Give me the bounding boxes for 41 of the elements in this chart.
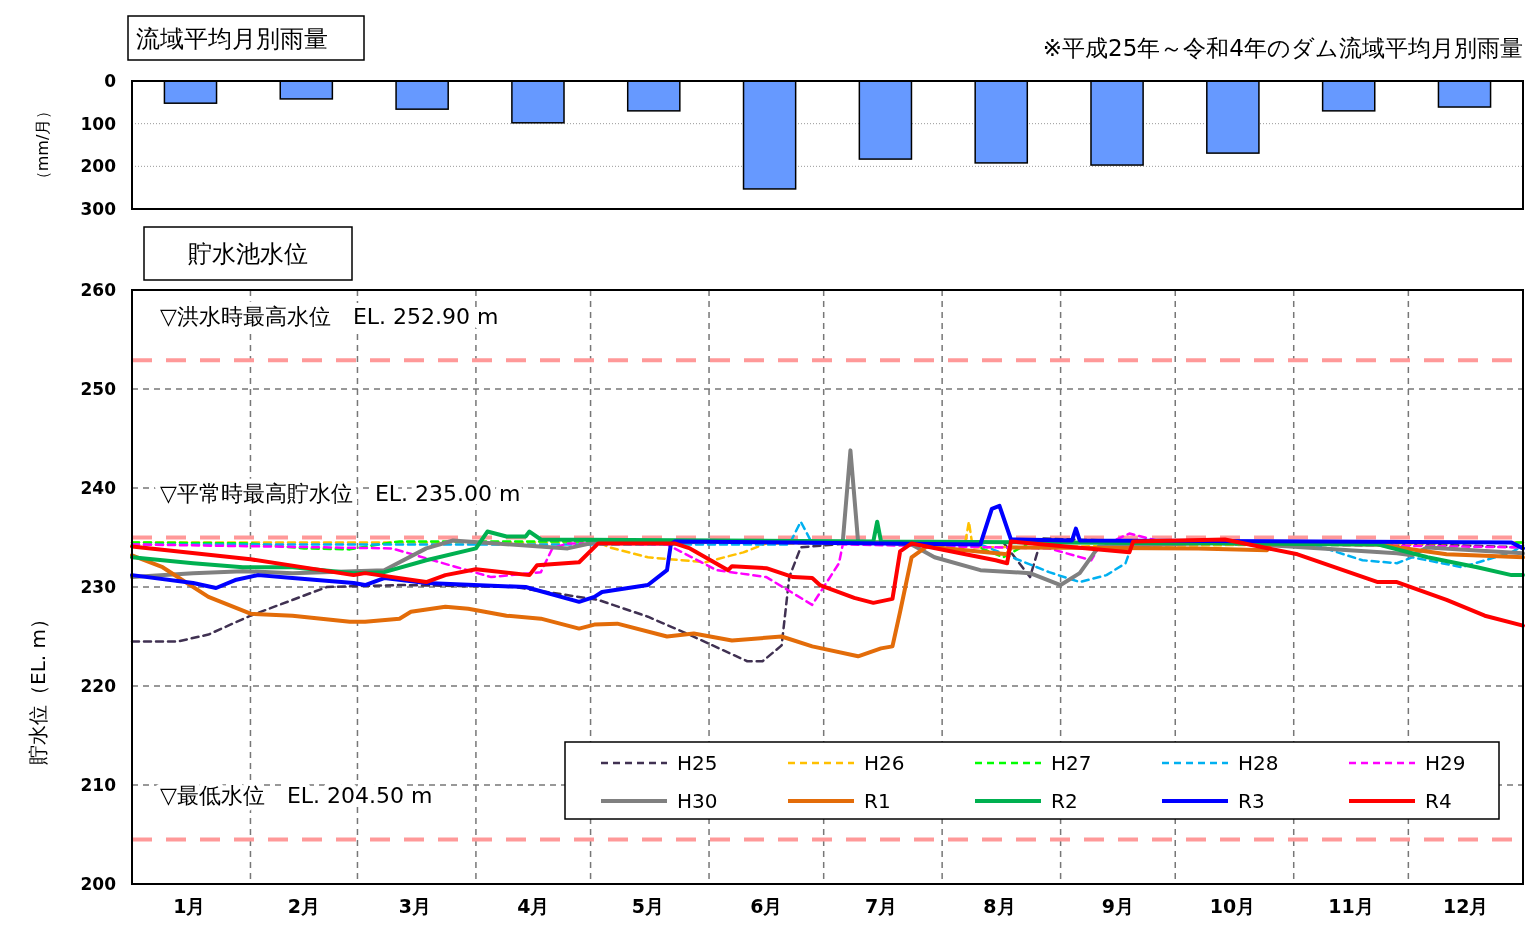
y-axis-title: （mm/月） xyxy=(32,102,52,188)
legend-label: R3 xyxy=(1238,789,1265,813)
x-tick-label: 9月 xyxy=(1101,894,1135,917)
x-tick-label: 3月 xyxy=(398,894,431,917)
y-tick-label: 0 xyxy=(104,70,117,91)
y-tick-label: 200 xyxy=(80,873,117,894)
y-tick-label: 200 xyxy=(80,156,117,177)
legend-label: H28 xyxy=(1238,751,1279,775)
y-tick-label: 100 xyxy=(80,113,117,134)
x-tick-label: 8月 xyxy=(983,894,1016,917)
x-tick-label: 2月 xyxy=(287,894,321,917)
chart-title: 貯水池水位 xyxy=(188,240,308,269)
legend-label: H25 xyxy=(677,751,718,775)
y-axis-title: 貯水位（EL. m） xyxy=(26,609,50,765)
x-tick-label: 5月 xyxy=(631,894,665,917)
y-tick-label: 260 xyxy=(80,279,117,300)
legend-label: H27 xyxy=(1051,751,1092,775)
chart-title: 流域平均月別雨量 xyxy=(136,25,328,54)
x-tick-label: 11月 xyxy=(1328,894,1374,917)
y-tick-label: 230 xyxy=(80,576,117,597)
x-tick-label: 6月 xyxy=(750,894,783,917)
y-tick-label: 240 xyxy=(80,477,117,498)
legend-label: H26 xyxy=(864,751,905,775)
ref-line-label: ▽最低水位 EL. 204.50 m xyxy=(160,783,433,809)
ref-line-label: ▽平常時最高貯水位 EL. 235.00 m xyxy=(160,481,521,507)
x-tick-label: 4月 xyxy=(517,894,550,917)
text: ※平成25年～令和4年のダム流域平均月別雨量 xyxy=(1042,35,1523,62)
y-tick-label: 210 xyxy=(80,774,117,795)
y-tick-label: 250 xyxy=(80,378,117,399)
x-tick-label: 1月 xyxy=(173,894,206,917)
ref-line-label: ▽洪水時最高水位 EL. 252.90 m xyxy=(160,303,499,329)
legend-label: R1 xyxy=(864,789,891,813)
legend-label: R4 xyxy=(1425,789,1452,813)
x-tick-label: 12月 xyxy=(1442,894,1489,917)
x-tick-label: 10月 xyxy=(1209,894,1256,917)
legend-label: H30 xyxy=(677,789,718,813)
y-tick-label: 220 xyxy=(80,675,117,696)
legend-label: R2 xyxy=(1051,789,1078,813)
y-tick-label: 300 xyxy=(80,198,117,219)
legend-label: H29 xyxy=(1425,751,1466,775)
x-tick-label: 7月 xyxy=(864,894,898,917)
